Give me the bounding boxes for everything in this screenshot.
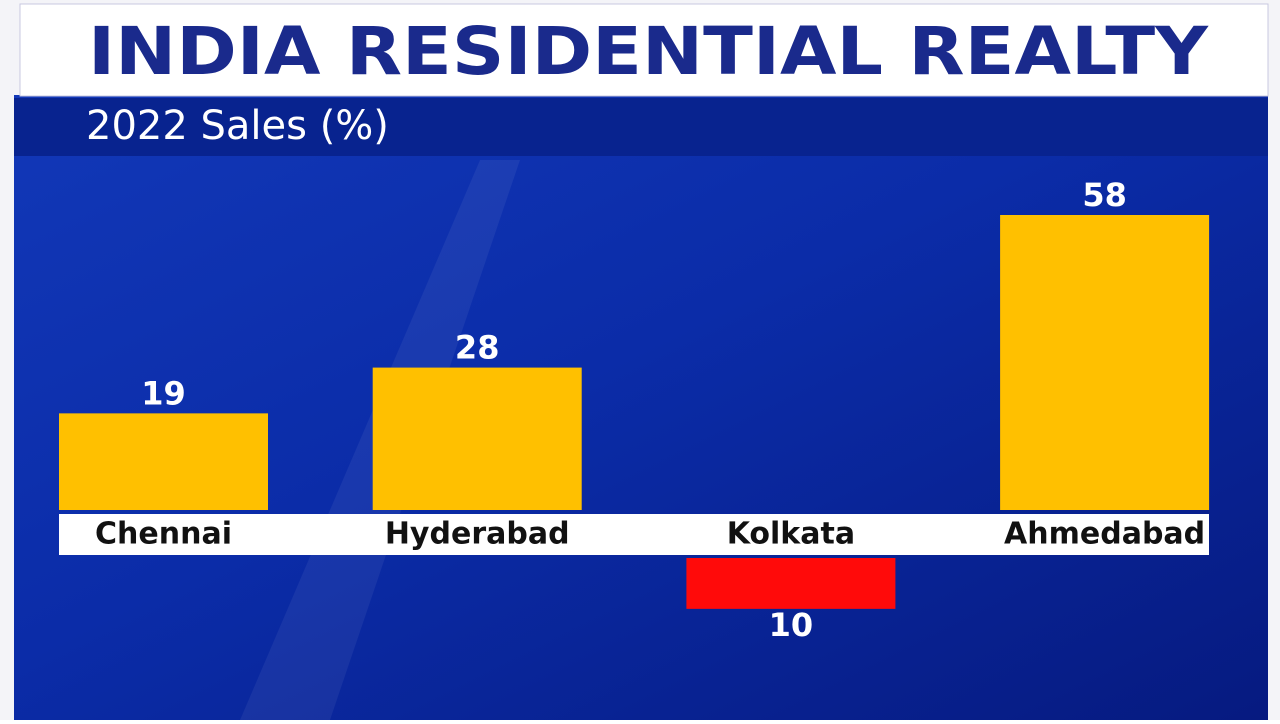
category-label: Chennai	[95, 517, 232, 552]
value-label: 28	[455, 329, 500, 367]
value-label: 58	[1082, 176, 1127, 214]
bar	[1000, 215, 1210, 510]
value-label: 19	[141, 374, 186, 412]
category-label: Ahmedabad	[1004, 517, 1205, 552]
title-band	[19, 3, 1269, 97]
category-strip	[59, 514, 1209, 555]
chart-subtitle: 2022 Sales (%)	[86, 103, 389, 149]
value-label: 10	[769, 606, 814, 644]
category-label: Kolkata	[727, 517, 855, 552]
bar	[372, 367, 582, 510]
bar	[59, 413, 268, 510]
chart-title: INDIA RESIDENTIAL REALTY	[88, 13, 1209, 90]
category-label: Hyderabad	[385, 517, 570, 552]
bar	[686, 558, 896, 609]
subtitle-band	[14, 98, 1268, 156]
